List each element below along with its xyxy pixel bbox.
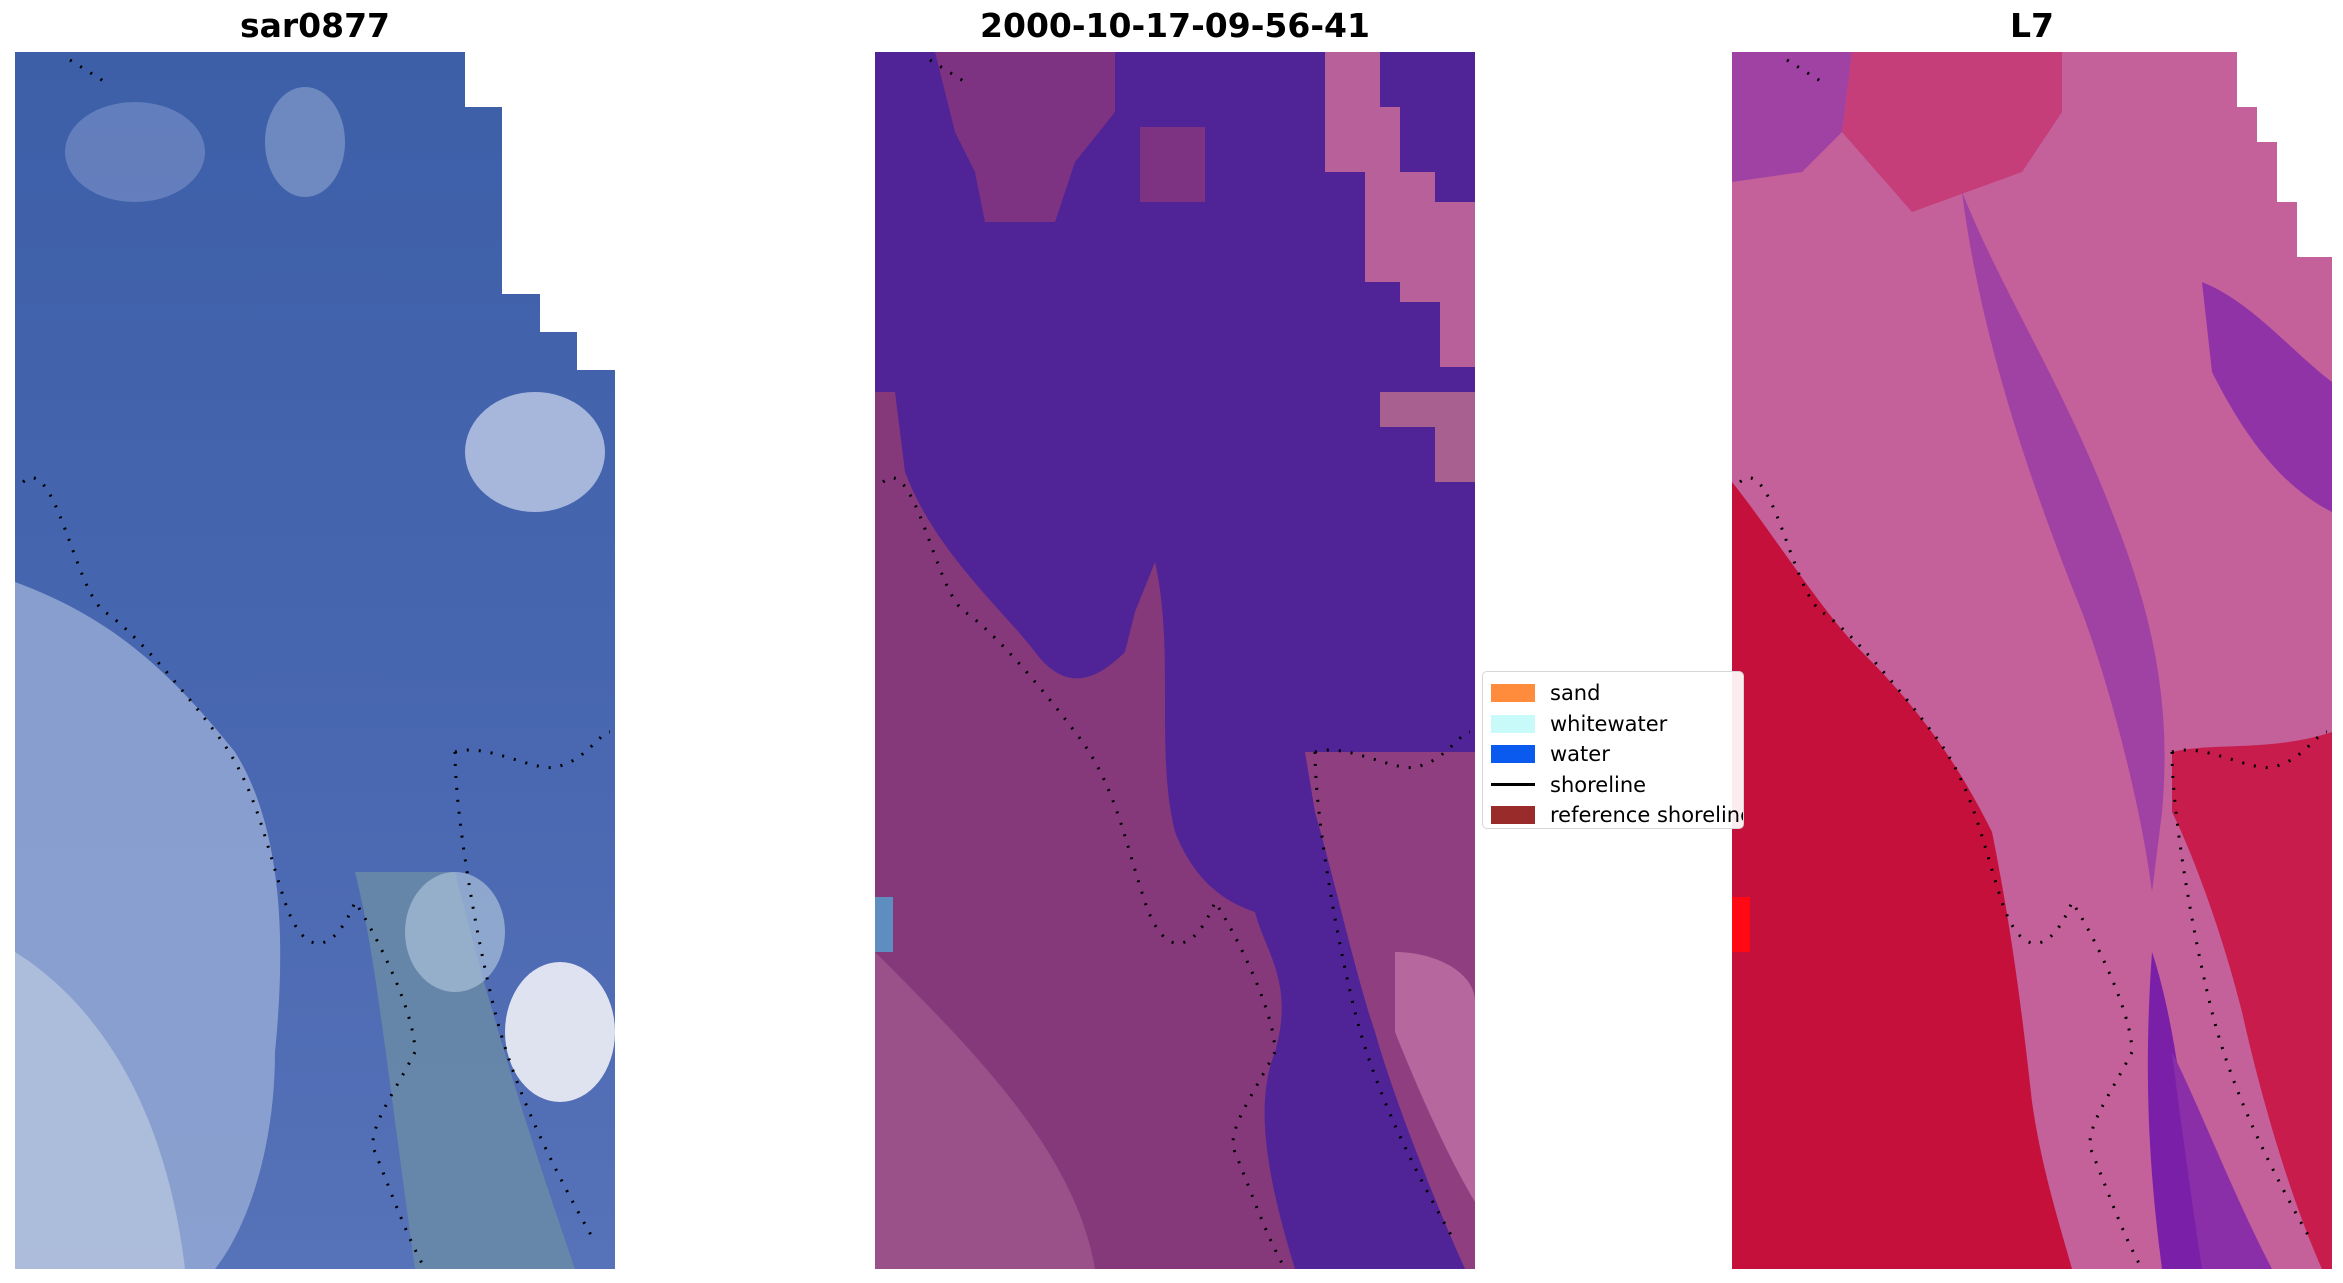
index-map-image <box>1732 52 2332 1269</box>
legend-swatch-reference-shoreline <box>1491 806 1535 825</box>
legend-item-water: water <box>1491 739 1743 770</box>
panel-title-index: L7 <box>2010 6 2054 45</box>
legend-line-shoreline <box>1491 783 1535 787</box>
legend-label-whitewater: whitewater <box>1550 711 1668 736</box>
classification-panel <box>875 52 1475 1269</box>
index-map-panel <box>1732 52 2332 1269</box>
legend-item-whitewater: whitewater <box>1491 709 1743 740</box>
legend-label-shoreline: shoreline <box>1550 772 1647 797</box>
shoreline-rgb <box>21 58 427 1269</box>
legend-swatch-whitewater <box>1491 714 1535 733</box>
shoreline-index <box>1738 58 2144 1269</box>
legend-label-water: water <box>1550 742 1610 767</box>
shoreline-classification <box>881 58 1287 1269</box>
rgb-image <box>15 52 615 1269</box>
legend-label-sand: sand <box>1550 681 1601 706</box>
land-class-region <box>875 392 1295 1269</box>
legend: sand whitewater water shoreline referenc… <box>1482 671 1744 829</box>
panel-title-rgb: sar0877 <box>239 6 391 45</box>
legend-item-sand: sand <box>1491 678 1743 709</box>
legend-item-shoreline: shoreline <box>1491 770 1743 801</box>
legend-item-reference-shoreline: reference shoreline <box>1491 800 1744 828</box>
legend-swatch-water <box>1491 745 1535 764</box>
panel-title-classification: 2000-10-17-09-56-41 <box>980 6 1370 45</box>
classification-image <box>875 52 1475 1269</box>
rgb-image-panel <box>15 52 615 1269</box>
legend-label-reference-shoreline: reference shoreline <box>1550 803 1744 828</box>
legend-swatch-sand <box>1491 684 1535 703</box>
